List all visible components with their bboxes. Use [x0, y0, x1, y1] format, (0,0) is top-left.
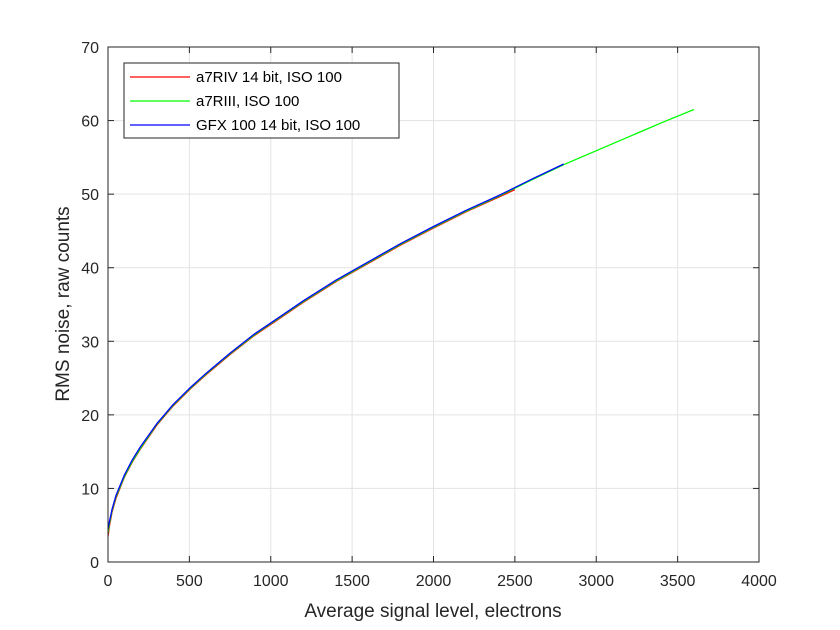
y-tick-label: 0 — [90, 555, 99, 572]
x-tick-label: 3500 — [660, 573, 696, 590]
x-axis-label: Average signal level, electrons — [304, 601, 561, 622]
y-tick-label: 50 — [81, 187, 99, 204]
series-line-3 — [107, 163, 564, 530]
x-tick-label: 4000 — [741, 573, 777, 590]
legend-label: a7RIV 14 bit, ISO 100 — [196, 69, 342, 86]
y-tick-label: 20 — [81, 408, 99, 425]
y-tick-label: 40 — [81, 261, 99, 278]
y-tick-label: 70 — [81, 40, 99, 57]
legend: a7RIV 14 bit, ISO 100 a7RIII, ISO 100 GFX … — [123, 62, 400, 139]
x-tick-label: 0 — [104, 573, 113, 590]
legend-label: GFX 100 14 bit, ISO 100 — [196, 117, 360, 134]
y-tick-label: 10 — [81, 481, 99, 498]
series-layer — [107, 108, 695, 537]
legend-label: a7RIII, ISO 100 — [196, 93, 299, 110]
y-tick-label: 60 — [81, 114, 99, 131]
x-tick-label: 500 — [176, 573, 203, 590]
y-axis-label: RMS noise, raw counts — [53, 206, 74, 401]
x-tick-label: 2500 — [497, 573, 533, 590]
ticks: 0 500 1000 1500 2000 2500 3000 3500 4000 0 10 20 30 4… — [81, 40, 777, 590]
x-tick-label: 1000 — [253, 573, 289, 590]
x-tick-label: 1500 — [334, 573, 370, 590]
x-tick-label: 2000 — [416, 573, 452, 590]
y-tick-label: 30 — [81, 334, 99, 351]
x-tick-label: 3000 — [578, 573, 614, 590]
